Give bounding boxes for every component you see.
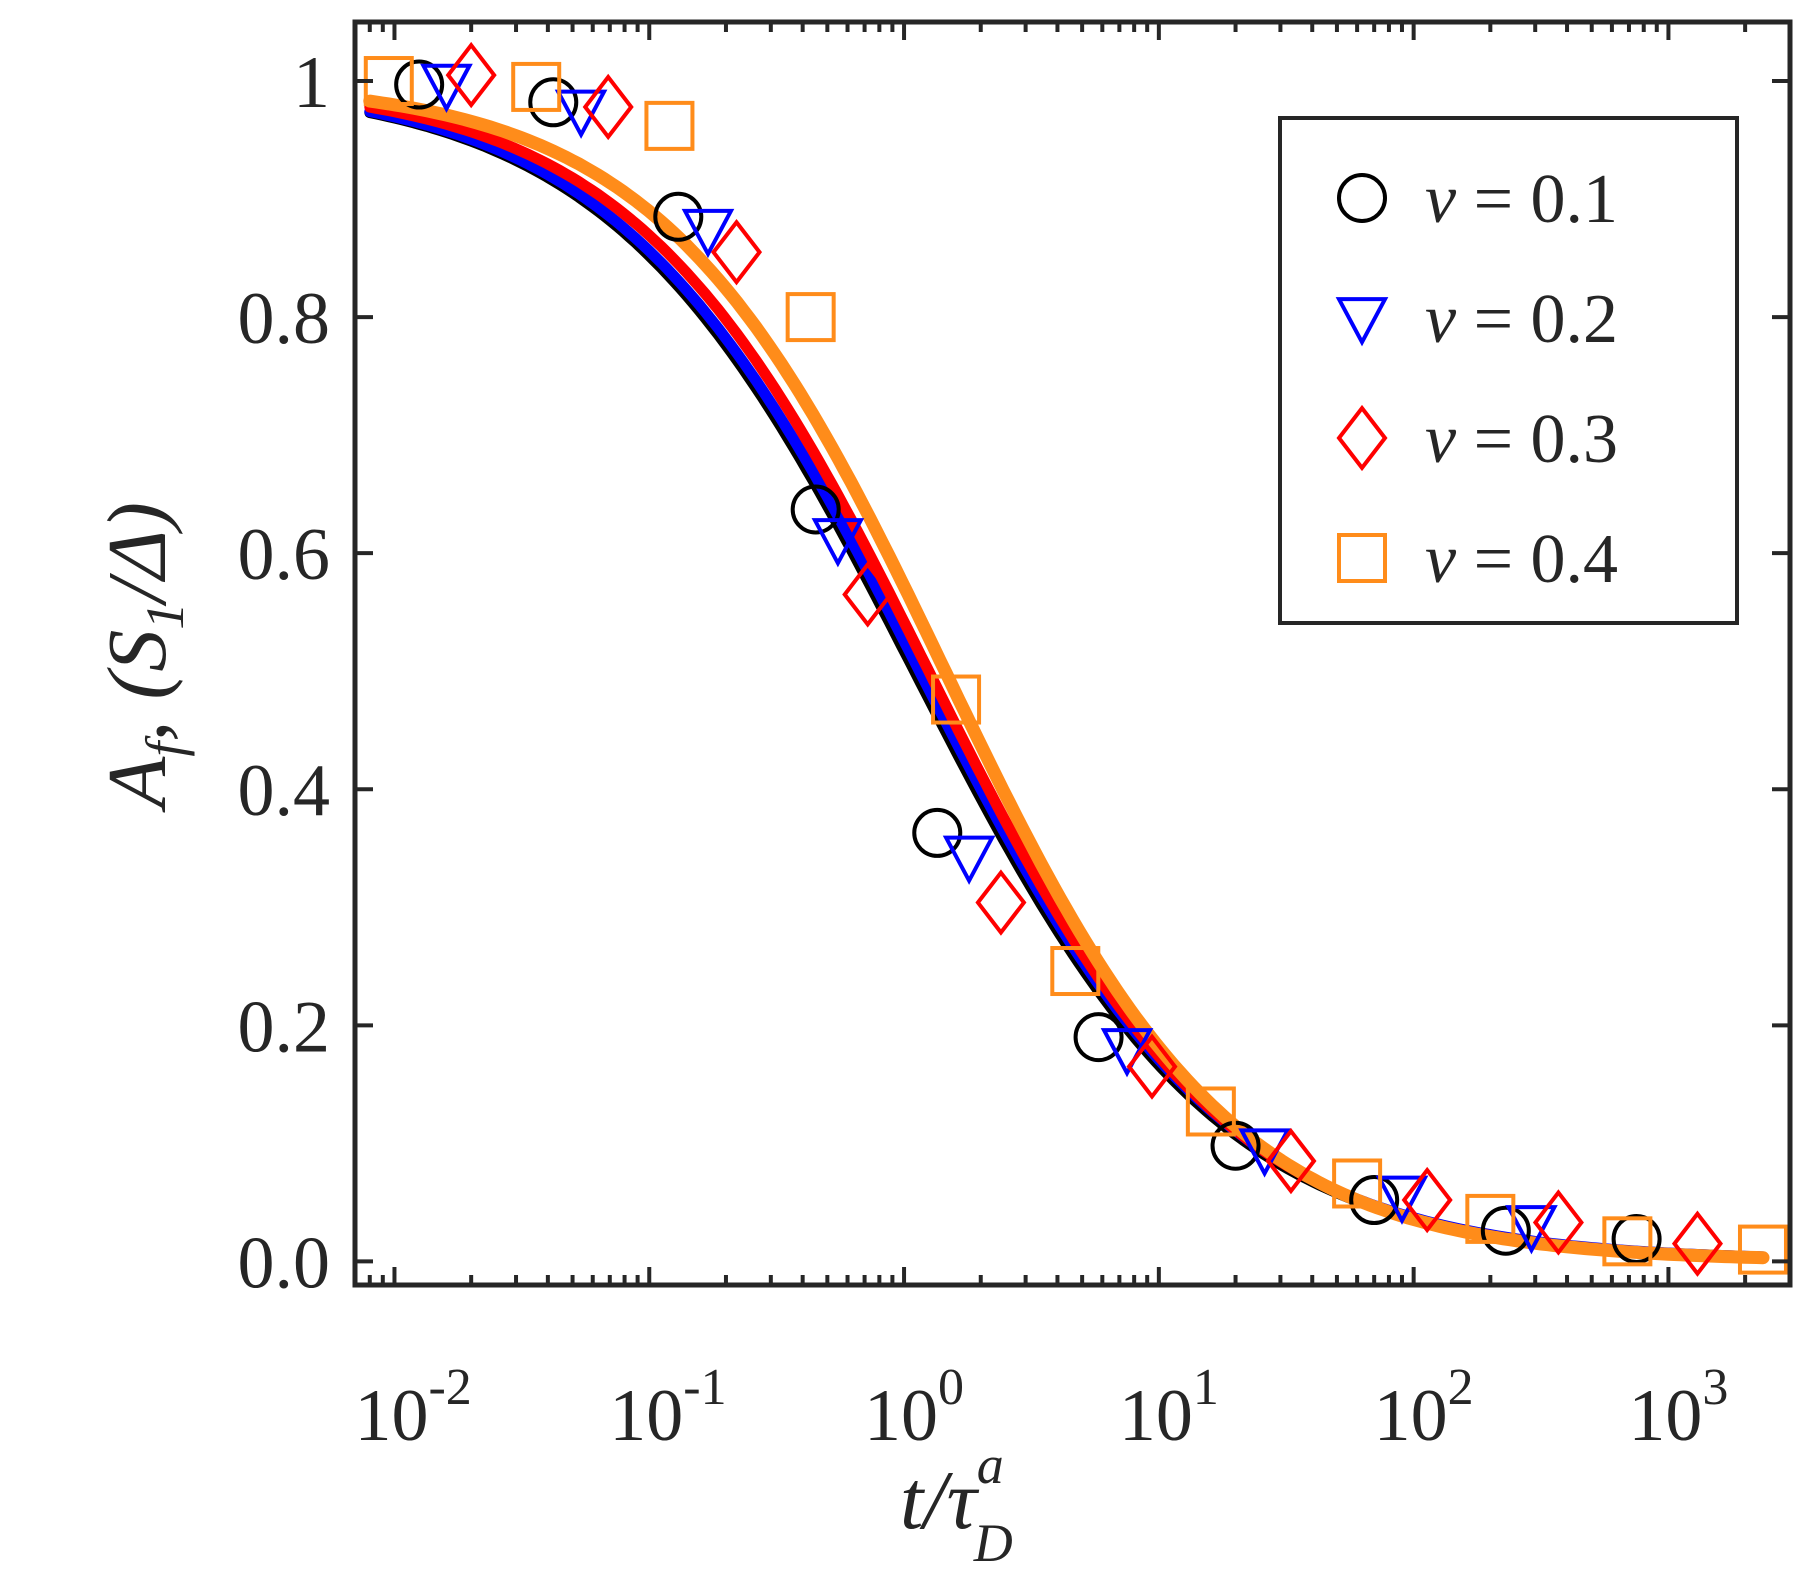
x-tick-label: 103 [1628, 1359, 1728, 1457]
y-tick-label: 1 [293, 42, 330, 124]
fit-curve-series-4 [363, 94, 1770, 1265]
legend-label-series-4: ν = 0.4 [1425, 521, 1618, 598]
data-point-series-4 [1332, 1158, 1383, 1209]
legend-label-series-1: ν = 0.1 [1425, 161, 1618, 238]
data-point-series-4 [644, 100, 695, 151]
data-point-series-3 [1671, 1210, 1723, 1277]
legend-box [1278, 116, 1739, 625]
data-point-series-1 [394, 59, 445, 110]
data-point-series-3 [1265, 1127, 1317, 1195]
x-tick-label: 100 [864, 1359, 964, 1457]
data-point-series-3 [582, 73, 634, 141]
data-point-series-1 [653, 191, 704, 242]
data-point-series-4 [511, 61, 562, 112]
fit-curves [363, 94, 1770, 1265]
data-point-series-4 [1465, 1193, 1516, 1244]
y-tick-labels: 0.0 0.2 0.4 0.6 0.8 1 [238, 42, 331, 1304]
data-point-series-4 [785, 292, 836, 343]
x-tick-labels: 10-2 10-1 100 101 102 103 [354, 1359, 1728, 1457]
data-point-series-1 [1611, 1213, 1662, 1264]
legend-marker-series-1 [1337, 173, 1387, 223]
data-point-series-3 [842, 561, 894, 628]
data-point-series-2 [811, 518, 865, 568]
data-point-series-3 [710, 218, 763, 286]
data-point-series-1 [912, 807, 963, 858]
data-point-series-3 [1126, 1033, 1178, 1100]
svg-text:Af, (S1/Δ): Af, (S1/Δ) [91, 502, 195, 813]
data-point-series-1 [1073, 1012, 1124, 1063]
data-point-series-2 [554, 89, 608, 139]
y-tick-label: 0.0 [238, 1222, 331, 1304]
data-point-series-2 [1505, 1205, 1558, 1255]
y-tick-label: 0.8 [238, 278, 331, 360]
y-axis-label: Af, (S1/Δ) [91, 502, 195, 813]
legend-marker-series-3 [1336, 404, 1388, 472]
data-point-series-1 [528, 77, 579, 128]
data-point-series-1 [1480, 1205, 1531, 1256]
data-point-series-4 [1602, 1216, 1653, 1267]
data-point-series-3 [1532, 1189, 1584, 1256]
y-tick-label: 0.4 [238, 750, 331, 832]
legend: ν = 0.1 ν = 0.2 ν = 0.3 ν = 0.4 [1278, 116, 1739, 625]
data-point-series-4 [1737, 1224, 1788, 1275]
data-point-series-4 [1185, 1086, 1236, 1137]
x-tick-label: 10-2 [354, 1359, 471, 1457]
legend-marker-series-2 [1335, 297, 1389, 347]
x-tick-label: 101 [1119, 1359, 1219, 1457]
x-tick-label: 102 [1374, 1359, 1474, 1457]
data-point-series-2 [681, 208, 735, 259]
legend-label-series-2: ν = 0.2 [1425, 281, 1618, 358]
data-point-series-3 [1401, 1166, 1453, 1234]
data-point-series-2 [1375, 1175, 1429, 1225]
plot-frame [352, 19, 1793, 1288]
legend-label-series-3: ν = 0.3 [1425, 401, 1618, 478]
y-tick-label: 0.6 [238, 514, 331, 596]
x-axis-label: t/τa D [900, 1435, 1013, 1573]
y-tick-label: 0.2 [238, 986, 331, 1068]
x-tick-label: 10-1 [609, 1359, 726, 1457]
data-point-series-3 [445, 41, 497, 109]
data-point-series-2 [942, 835, 996, 885]
data-point-series-4 [1050, 946, 1101, 997]
data-point-series-4 [931, 674, 982, 725]
data-point-series-1 [1349, 1175, 1400, 1226]
data-point-series-1 [790, 484, 841, 535]
legend-marker-series-4 [1337, 533, 1387, 583]
data-point-series-3 [975, 869, 1027, 936]
data-markers [363, 41, 1788, 1277]
